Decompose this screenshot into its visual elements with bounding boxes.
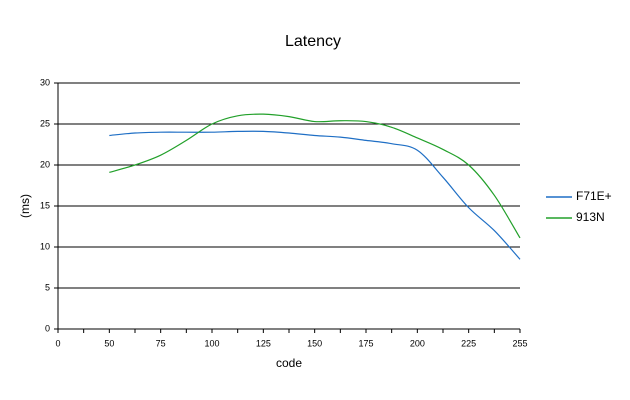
x-axis-label: code — [276, 356, 302, 370]
x-tick-label: 200 — [410, 338, 425, 348]
legend-label: 913N — [576, 210, 605, 224]
chart-title: Latency — [285, 33, 341, 50]
series-line — [109, 113, 521, 239]
y-tick-label: 30 — [40, 77, 50, 87]
x-tick-label: 50 — [104, 338, 114, 348]
x-tick-label: 150 — [307, 338, 322, 348]
x-tick-label: 75 — [156, 338, 166, 348]
x-tick-label: 255 — [512, 338, 527, 348]
x-tick-label: 0 — [55, 338, 60, 348]
y-tick-label: 0 — [45, 323, 50, 333]
y-tick-label: 15 — [40, 200, 50, 210]
series-line — [109, 130, 521, 260]
x-tick-label: 125 — [256, 338, 271, 348]
y-tick-label: 25 — [40, 118, 50, 128]
y-tick-label: 5 — [45, 282, 50, 292]
x-tick-label: 100 — [204, 338, 219, 348]
x-tick-label: 225 — [461, 338, 476, 348]
x-tick-label: 175 — [358, 338, 373, 348]
y-tick-label: 10 — [40, 241, 50, 251]
y-axis-label: (ms) — [18, 194, 32, 218]
y-tick-label: 20 — [40, 159, 50, 169]
legend-label: F71E+ — [576, 189, 612, 203]
